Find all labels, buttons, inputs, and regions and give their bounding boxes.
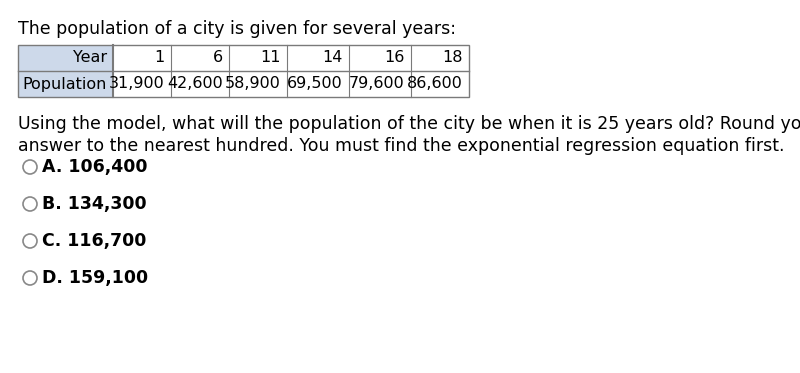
Text: D. 159,100: D. 159,100 xyxy=(42,269,148,287)
Text: answer to the nearest hundred. You must find the exponential regression equation: answer to the nearest hundred. You must … xyxy=(18,137,785,155)
Text: A. 106,400: A. 106,400 xyxy=(42,158,147,176)
Text: 86,600: 86,600 xyxy=(407,76,463,91)
Text: 69,500: 69,500 xyxy=(287,76,343,91)
Bar xyxy=(18,71,113,97)
Text: 14: 14 xyxy=(322,50,343,66)
Text: 18: 18 xyxy=(442,50,463,66)
Text: 1: 1 xyxy=(154,50,165,66)
Text: Population: Population xyxy=(22,76,107,91)
Text: 11: 11 xyxy=(261,50,281,66)
Text: 58,900: 58,900 xyxy=(225,76,281,91)
Text: The population of a city is given for several years:: The population of a city is given for se… xyxy=(18,20,456,38)
Text: C. 116,700: C. 116,700 xyxy=(42,232,146,250)
Text: 16: 16 xyxy=(385,50,405,66)
Text: 6: 6 xyxy=(213,50,223,66)
Text: 79,600: 79,600 xyxy=(350,76,405,91)
Text: Using the model, what will the population of the city be when it is 25 years old: Using the model, what will the populatio… xyxy=(18,115,800,133)
Text: 42,600: 42,600 xyxy=(167,76,223,91)
Bar xyxy=(18,45,113,71)
Text: B. 134,300: B. 134,300 xyxy=(42,195,146,213)
Bar xyxy=(18,45,469,97)
Text: 31,900: 31,900 xyxy=(110,76,165,91)
Text: Year: Year xyxy=(73,50,107,66)
